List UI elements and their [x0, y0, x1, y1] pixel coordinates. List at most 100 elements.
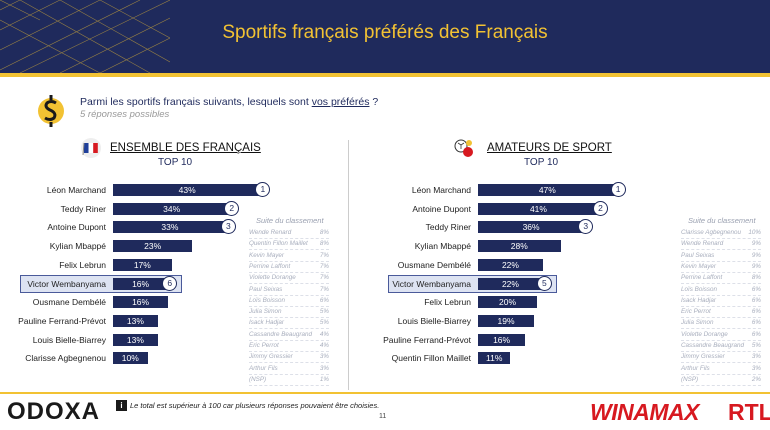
category-label: Victor Wembanyama [392, 278, 471, 289]
suite-value: 5% [319, 308, 329, 316]
suite-row: Kevin Mayer 7% [249, 252, 329, 262]
suite-value: 6% [751, 319, 761, 327]
suite-value: 3% [751, 364, 761, 372]
suite-value: 1% [319, 375, 329, 383]
footer-divider [0, 392, 770, 394]
suite-row: Isack Hadjar 5% [249, 319, 329, 330]
page-number: 11 [379, 413, 387, 420]
bar: 16% [113, 277, 169, 290]
bar-value-label: 33% [161, 222, 179, 233]
category-label: Kylian Mbappé [414, 241, 471, 252]
rtl-logo: RTL [728, 399, 770, 425]
suite-row: (NSP) 2% [681, 376, 761, 386]
suite-row: Julia Simon 6% [681, 319, 761, 330]
suite-value: 5% [751, 342, 761, 349]
bar-value-label: 16% [132, 297, 150, 308]
header-divider [0, 73, 770, 77]
suite-row: Eric Perrot 4% [249, 342, 329, 352]
suite-value: 5% [319, 319, 329, 327]
suite-value: 3% [319, 364, 329, 372]
suite-name: Jimmy Gressier [681, 353, 725, 361]
bar: 16% [113, 296, 169, 309]
suite-name: (NSP) [249, 375, 267, 383]
suite-name: Eric Perrot [681, 308, 711, 316]
bar-value-label: 22% [501, 278, 519, 289]
bar-value-label: 22% [501, 259, 519, 270]
right-panel-title: AMATEURS DE SPORT [487, 142, 612, 154]
category-label: Kylian Mbappé [49, 241, 106, 252]
question-text: Parmi les sportifs français suivants, le… [80, 96, 378, 108]
suite-name: Wende Renard [681, 240, 724, 248]
bar: 16% [478, 333, 526, 346]
bar-value-label: 28% [510, 241, 528, 252]
suite-row: Quentin Fillon Maillet 8% [249, 240, 329, 251]
bar: 22% [478, 277, 543, 290]
left-panel-subtitle: TOP 10 [158, 157, 193, 168]
bar: 13% [113, 333, 158, 346]
category-label: Teddy Riner [425, 222, 471, 233]
bar-value-label: 43% [178, 185, 196, 195]
rank-badge: 1 [610, 182, 626, 197]
left-panel-title: ENSEMBLE DES FRANÇAIS [110, 142, 261, 154]
bar-value-label: 36% [522, 222, 540, 233]
rank-badge: 5 [536, 275, 552, 291]
suite-value: 10% [748, 229, 761, 236]
suite-row: Loïs Boisson 6% [681, 286, 761, 296]
panel-divider [348, 140, 349, 390]
suite-value: 8% [319, 229, 329, 236]
suite-name: Arthur Fils [681, 364, 710, 372]
french-flag-icon [81, 138, 101, 158]
category-label: Ousmane Dembélé [32, 297, 106, 308]
sports-balls-icon [454, 139, 473, 157]
info-icon: i [116, 400, 127, 411]
bar-value-label: 13% [126, 315, 144, 326]
category-label: Victor Wembanyama [27, 278, 106, 289]
bar: 22% [478, 258, 543, 271]
suite-value: 8% [751, 274, 761, 282]
pattern-decoration-icon [0, 0, 170, 73]
suite-name: Jimmy Gressier [249, 353, 293, 361]
suite-row: Perrine Laffont 7% [249, 263, 329, 273]
suite-value: 4% [319, 342, 329, 349]
suite-value: 6% [751, 330, 761, 338]
bar: 33% [113, 221, 227, 234]
suite-row: Loïs Boisson 6% [249, 297, 329, 307]
category-label: Antoine Dupont [47, 222, 106, 233]
suite-name: Quentin Fillon Maillet [249, 240, 308, 248]
bar-value-label: 41% [529, 203, 547, 214]
suite-value: 6% [751, 285, 761, 293]
bar: 28% [478, 240, 561, 253]
suite-value: 7% [319, 251, 329, 259]
category-label: Felix Lebrun [59, 259, 106, 270]
suite-name: Paul Seixas [249, 285, 283, 293]
bar: 36% [478, 221, 585, 234]
suite-row: Violette Dorange 7% [249, 274, 329, 285]
suite-value: 7% [319, 285, 329, 293]
bar: 19% [478, 314, 535, 327]
suite-name: Loïs Boisson [249, 296, 286, 304]
suite-row: Paul Seixas 7% [249, 286, 329, 296]
suite-name: Clarisse Agbegnenou [681, 229, 741, 236]
bar: 13% [113, 314, 158, 327]
suite-row: Julia Simon 5% [249, 308, 329, 319]
dollar-sign-icon [38, 95, 64, 127]
suite-name: Paul Seixas [681, 251, 715, 259]
suite-row: Isack Hadjar 6% [681, 297, 761, 307]
bar-value-label: 17% [133, 259, 151, 270]
header-banner: Sportifs français préférés des Français [0, 0, 770, 73]
suite-row: Wende Renard 8% [249, 229, 329, 239]
page-title: Sportifs français préférés des Français [222, 22, 548, 43]
bar-value-label: 20% [498, 297, 516, 308]
right-panel-subtitle: TOP 10 [524, 157, 559, 168]
bar-value-label: 10% [121, 353, 139, 364]
bar-value-label: 13% [126, 334, 144, 345]
category-label: Louis Bielle-Biarrey [397, 315, 471, 326]
question-suffix: ? [369, 96, 379, 108]
suite-value: 7% [319, 274, 329, 282]
suite-name: Kevin Mayer [249, 251, 284, 259]
suite-name: Julia Simon [249, 308, 282, 316]
bar: 11% [478, 352, 511, 365]
suite-name: Isack Hadjar [249, 319, 284, 327]
suite-name: Julia Simon [681, 319, 714, 327]
category-label: Léon Marchand [46, 185, 106, 195]
